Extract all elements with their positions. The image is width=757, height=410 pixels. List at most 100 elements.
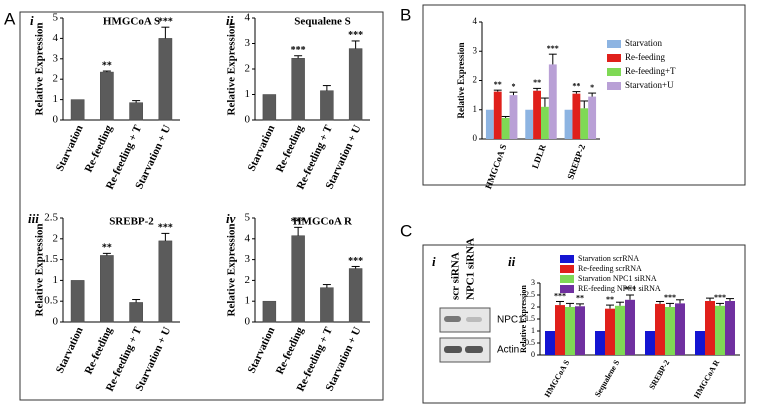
bar: [320, 287, 334, 323]
panel-b-frame: [422, 4, 746, 186]
bar: [548, 64, 557, 139]
blot-band: [444, 316, 461, 322]
legend-label: Re-feeding: [625, 52, 665, 62]
y-axis-title: Relative Expression: [456, 42, 466, 118]
panel-a-frame: [19, 11, 384, 401]
bar: [509, 95, 518, 139]
x-tick-label: Starvation: [246, 325, 278, 375]
y-tick-label: 5: [245, 212, 251, 224]
significance: ***: [348, 256, 363, 267]
bar: [541, 106, 549, 139]
legend-swatch: [560, 265, 574, 273]
significance: **: [572, 81, 580, 90]
x-tick-label: SREBP-2: [565, 143, 587, 181]
bar: [565, 307, 575, 355]
y-axis-title: Relative Expression: [34, 23, 46, 116]
blot-band: [444, 346, 462, 353]
bar: [705, 301, 715, 355]
bar: [545, 331, 555, 355]
y-tick-label: 1.5: [525, 314, 535, 323]
bar: [588, 96, 597, 139]
y-tick-label: 0: [53, 316, 59, 328]
panel-c-frame: [422, 244, 746, 404]
y-tick-label: 0: [531, 350, 535, 359]
significance: ***: [554, 291, 566, 300]
bar: [615, 305, 625, 355]
legend-label: Re-feeding+T: [625, 66, 676, 76]
bar: [158, 38, 173, 121]
x-tick-label: Re-feeding: [83, 123, 116, 174]
y-tick-label: 3: [531, 278, 535, 287]
significance: ***: [547, 44, 559, 53]
blot-band: [466, 317, 482, 322]
y-tick-label: 4: [245, 12, 251, 24]
lane-label: NPC1 siRNA: [465, 238, 477, 300]
significance: **: [102, 60, 112, 71]
bar: [675, 303, 685, 355]
y-tick-label: 0: [473, 133, 478, 143]
legend-label: Re-feeding scrRNA: [578, 264, 642, 273]
significance: ***: [291, 45, 306, 56]
bar: [501, 117, 510, 139]
sub-label: ii: [508, 254, 516, 269]
y-tick-label: 0: [53, 114, 59, 126]
significance: **: [576, 294, 584, 303]
y-tick-label: 2.5: [525, 290, 535, 299]
y-tick-label: 2: [245, 274, 251, 286]
bar: [665, 307, 675, 355]
bar: [348, 48, 363, 121]
x-tick-label: HMGCoA R: [692, 358, 721, 400]
chart-title: HMGCoA S: [103, 16, 160, 28]
y-tick-label: 1: [245, 88, 251, 100]
significance: ***: [291, 217, 306, 228]
panel-label: A: [4, 9, 16, 28]
y-tick-label: 4: [245, 232, 251, 244]
sub-label: ii: [226, 13, 234, 28]
x-tick-label: HMGCoA S: [543, 358, 572, 399]
bar: [493, 91, 502, 139]
bar: [655, 303, 665, 355]
bar: [572, 93, 581, 139]
y-tick-label: 5: [53, 12, 59, 24]
legend-label: Starvation scrRNA: [578, 254, 639, 263]
significance: ***: [348, 30, 363, 41]
significance: **: [494, 80, 502, 89]
significance: ***: [624, 285, 636, 294]
chart-title: Sequalene S: [294, 16, 351, 28]
significance: **: [102, 243, 112, 254]
y-tick-label: 1: [531, 326, 535, 335]
bar: [70, 99, 85, 121]
x-tick-label: Re-feeding: [83, 325, 116, 376]
significance: ***: [158, 16, 173, 27]
y-axis-title: Relative Expression: [519, 285, 528, 353]
significance: *: [590, 83, 594, 92]
bar: [158, 240, 173, 323]
bar: [595, 331, 605, 355]
bar: [291, 235, 305, 323]
bar: [695, 331, 705, 355]
sub-label: i: [432, 254, 436, 269]
x-tick-label: HMGCoA S: [483, 143, 508, 190]
y-tick-label: 1: [53, 93, 59, 105]
significance: *: [511, 82, 515, 91]
panel-label: B: [400, 5, 411, 24]
chart-title: SREBP-2: [109, 216, 154, 228]
y-tick-label: 2: [53, 73, 59, 85]
y-tick-label: 3: [245, 37, 251, 49]
y-axis-title: Relative Expression: [34, 224, 46, 317]
y-tick-label: 2: [53, 232, 59, 244]
western-blot: i scr siRNA NPC1 siRNA NPC1 Actin: [432, 238, 524, 363]
y-tick-label: 2: [245, 63, 251, 75]
y-tick-label: 4: [53, 32, 59, 44]
y-tick-label: 2: [531, 302, 535, 311]
legend-swatch: [607, 82, 621, 90]
legend-swatch: [607, 54, 621, 62]
bar: [715, 305, 725, 355]
legend-label: Starvation+U: [625, 80, 674, 90]
y-tick-label: 4: [473, 16, 478, 26]
y-tick-label: 0: [245, 114, 251, 126]
y-axis-title: Relative Expression: [226, 224, 238, 317]
legend-swatch: [560, 285, 574, 293]
bar: [525, 109, 534, 139]
